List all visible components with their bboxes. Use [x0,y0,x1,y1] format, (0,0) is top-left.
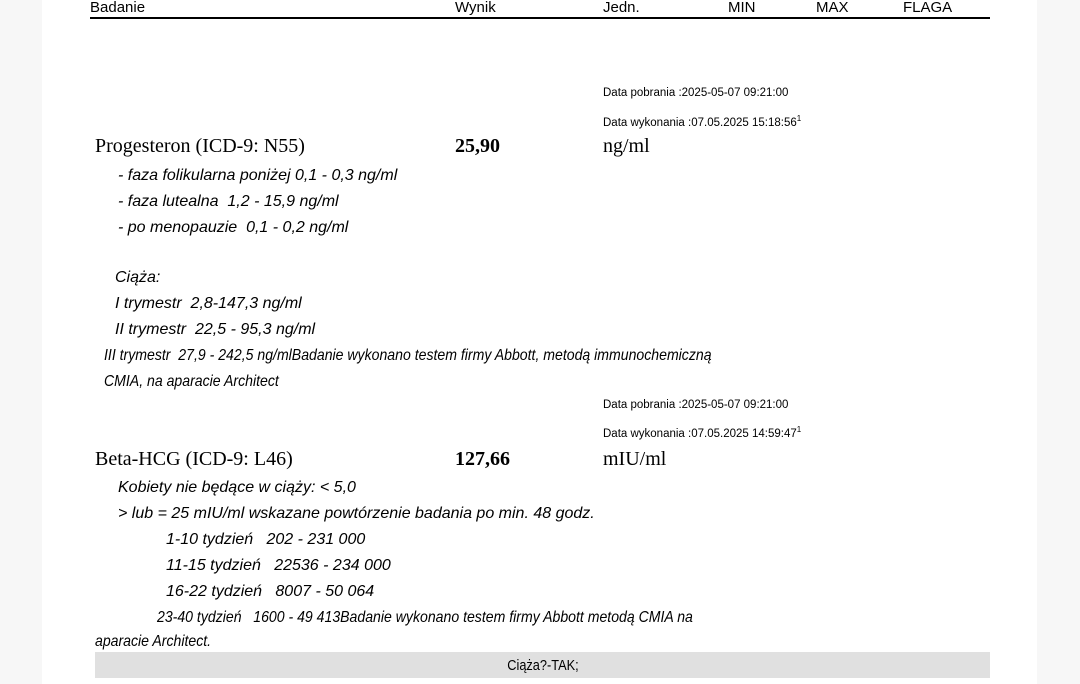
column-header-badanie: Badanie [90,0,146,16]
pregnancy-flag-text: Ciąża?-TAK; [506,656,579,674]
execution-date-text: Data wykonania :07.05.2025 14:59:47 [603,428,797,440]
reference-range-line: Ciąża: [115,269,161,286]
reference-range-line: I trymestr 2,8-147,3 ng/ml [115,295,302,312]
reference-range-line: 16-22 tydzień 8007 - 50 064 [166,583,375,600]
reference-range-line: - faza folikularna poniżej 0,1 - 0,3 ng/… [118,167,398,184]
reference-range-line: aparacie Architect. [95,633,212,650]
test-unit: mIU/ml [603,448,667,470]
report-page: Badanie Wynik Jedn. MIN MAX FLAGA Data p… [42,0,1037,684]
header-divider-line [90,17,990,19]
sample-date: Data pobrania :2025-05-07 09:21:00 [603,399,789,411]
reference-range-line: - faza lutealna 1,2 - 15,9 ng/ml [118,193,339,210]
execution-date-footnote-marker: 1 [796,425,802,435]
column-header-min: MIN [728,0,756,16]
reference-range-line: II trymestr 22,5 - 95,3 ng/ml [115,321,316,338]
column-header-jedn: Jedn. [603,0,640,16]
pregnancy-flag-bar: Ciąża?-TAK; [95,652,990,678]
reference-range-line: Kobiety nie będące w ciąży: < 5,0 [118,479,356,496]
reference-range-line: > lub = 25 mIU/ml wskazane powtórzenie b… [118,505,595,522]
reference-range-line: 11-15 tydzień 22536 - 234 000 [166,557,391,574]
execution-date: Data wykonania :07.05.2025 15:18:561 [603,114,802,130]
test-name: Progesteron (ICD-9: N55) [95,135,305,157]
sample-date: Data pobrania :2025-05-07 09:21:00 [603,87,789,99]
execution-date-text: Data wykonania :07.05.2025 15:18:56 [603,117,797,129]
reference-range-line: III trymestr 27,9 - 242,5 ng/mlBadanie w… [104,347,712,364]
column-header-max: MAX [816,0,849,16]
test-unit: ng/ml [603,135,650,157]
reference-range-line: 1-10 tydzień 202 - 231 000 [166,531,366,548]
reference-range-line: - po menopauzie 0,1 - 0,2 ng/ml [118,219,349,236]
execution-date-footnote-marker: 1 [796,114,802,124]
reference-range-line: 23-40 tydzień 1600 - 49 413Badanie wykon… [157,609,693,626]
column-header-flaga: FLAGA [903,0,953,16]
column-header-wynik: Wynik [455,0,496,16]
test-result: 25,90 [455,135,500,157]
execution-date: Data wykonania :07.05.2025 14:59:471 [603,425,802,441]
reference-range-line: CMIA, na aparacie Architect [104,373,279,390]
test-result: 127,66 [455,448,510,470]
test-name: Beta-HCG (ICD-9: L46) [95,448,293,470]
